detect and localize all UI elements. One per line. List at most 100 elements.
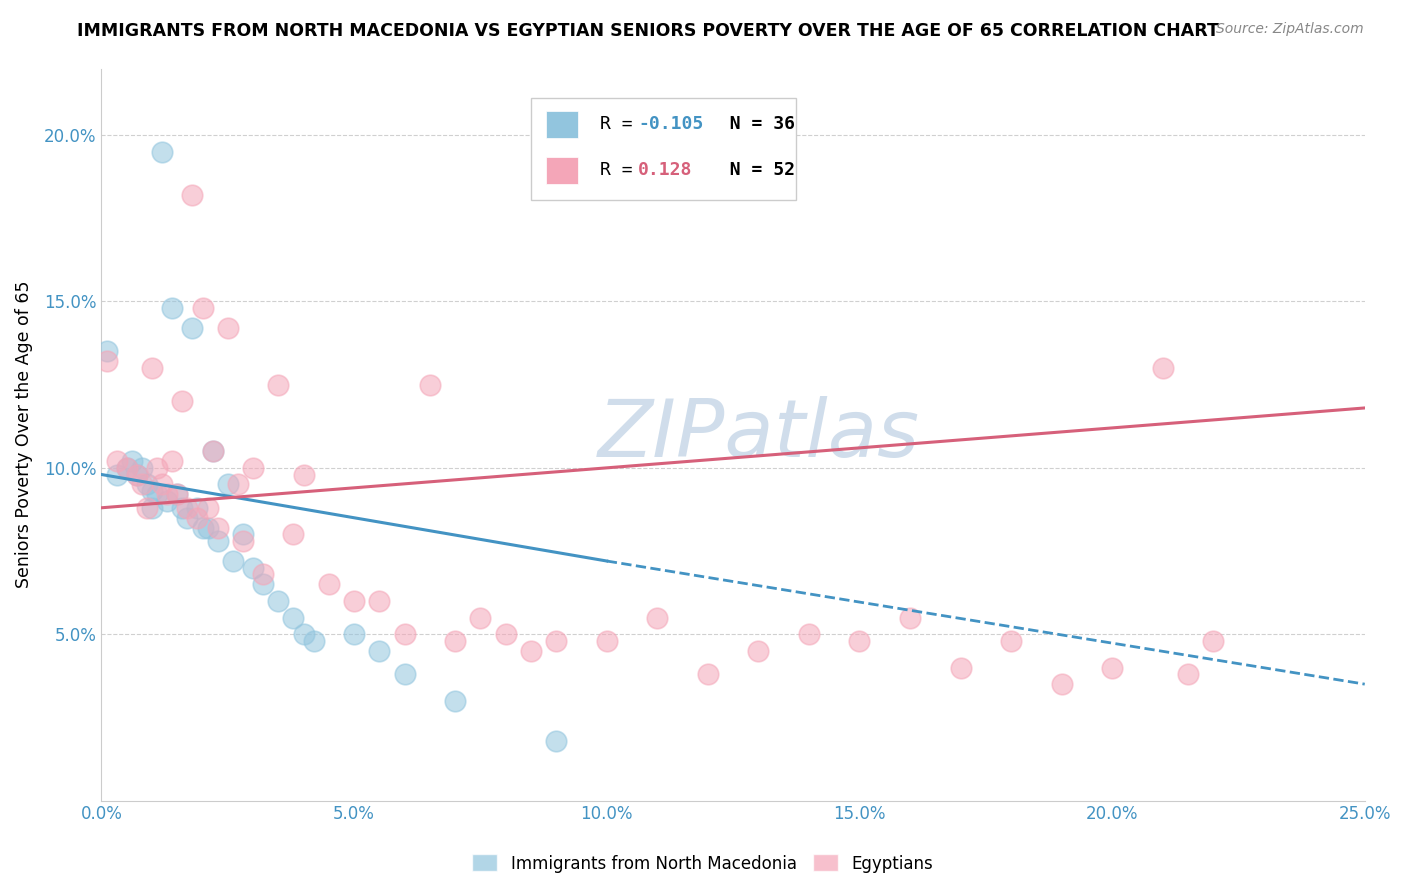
Point: [181, 321, 204, 335]
Point: [217, 321, 239, 335]
Point: [160, 454, 183, 468]
Point: [596, 633, 619, 648]
Point: [156, 487, 179, 501]
Point: [96, 354, 118, 368]
Y-axis label: Seniors Poverty Over the Age of 65: Seniors Poverty Over the Age of 65: [15, 281, 32, 589]
Point: [444, 694, 467, 708]
Point: [96, 344, 118, 359]
Point: [141, 500, 163, 515]
Point: [226, 477, 249, 491]
Point: [191, 521, 214, 535]
Point: [186, 510, 208, 524]
Point: [186, 500, 208, 515]
Point: [444, 633, 467, 648]
Point: [141, 361, 163, 376]
Text: IMMIGRANTS FROM NORTH MACEDONIA VS EGYPTIAN SENIORS POVERTY OVER THE AGE OF 65 C: IMMIGRANTS FROM NORTH MACEDONIA VS EGYPT…: [77, 22, 1219, 40]
Point: [150, 477, 173, 491]
Point: [217, 477, 239, 491]
Point: [207, 534, 229, 549]
Point: [197, 500, 219, 515]
Point: [125, 467, 148, 482]
Point: [146, 460, 169, 475]
Point: [166, 487, 188, 501]
Point: [201, 444, 224, 458]
Bar: [546, 111, 578, 138]
Point: [136, 500, 159, 515]
Point: [1177, 667, 1199, 681]
Point: [1050, 677, 1073, 691]
Bar: [531, 98, 796, 201]
Point: [201, 444, 224, 458]
Legend: Immigrants from North Macedonia, Egyptians: Immigrants from North Macedonia, Egyptia…: [465, 847, 941, 880]
Point: [267, 377, 290, 392]
Point: [252, 577, 274, 591]
Point: [242, 560, 264, 574]
Text: R =: R =: [600, 115, 644, 133]
Text: Source: ZipAtlas.com: Source: ZipAtlas.com: [1216, 22, 1364, 37]
Point: [318, 577, 340, 591]
Point: [141, 484, 163, 499]
Text: N = 52: N = 52: [707, 161, 794, 179]
Point: [1152, 361, 1174, 376]
Point: [222, 554, 245, 568]
Point: [105, 467, 128, 482]
Point: [150, 145, 173, 159]
Point: [696, 667, 718, 681]
Point: [121, 454, 143, 468]
Point: [1202, 633, 1225, 648]
Bar: [546, 157, 578, 184]
Point: [232, 527, 254, 541]
Point: [546, 733, 568, 747]
Point: [242, 460, 264, 475]
Text: -0.105: -0.105: [638, 115, 703, 133]
Point: [647, 610, 669, 624]
Point: [1101, 660, 1123, 674]
Point: [232, 534, 254, 549]
Point: [283, 610, 305, 624]
Text: 0.128: 0.128: [638, 161, 693, 179]
Point: [419, 377, 441, 392]
Point: [495, 627, 517, 641]
Point: [176, 510, 198, 524]
Point: [172, 500, 194, 515]
Point: [949, 660, 972, 674]
Point: [146, 487, 169, 501]
Point: [368, 644, 391, 658]
Point: [546, 633, 568, 648]
Point: [156, 494, 179, 508]
Point: [131, 460, 153, 475]
Text: N = 36: N = 36: [707, 115, 794, 133]
Point: [394, 667, 416, 681]
Point: [181, 188, 204, 202]
Point: [343, 627, 366, 641]
Point: [797, 627, 820, 641]
Point: [1000, 633, 1022, 648]
Point: [197, 521, 219, 535]
Point: [267, 594, 290, 608]
Point: [747, 644, 769, 658]
Point: [252, 567, 274, 582]
Point: [302, 633, 325, 648]
Point: [343, 594, 366, 608]
Point: [520, 644, 543, 658]
Point: [136, 477, 159, 491]
Point: [172, 394, 194, 409]
Point: [125, 467, 148, 482]
Point: [283, 527, 305, 541]
Point: [105, 454, 128, 468]
Text: ZIPatlas: ZIPatlas: [598, 395, 920, 474]
Text: R =: R =: [600, 161, 644, 179]
Point: [394, 627, 416, 641]
Point: [115, 460, 138, 475]
Point: [191, 301, 214, 315]
Point: [368, 594, 391, 608]
Point: [292, 627, 315, 641]
Point: [176, 500, 198, 515]
Point: [115, 460, 138, 475]
Point: [131, 477, 153, 491]
Point: [470, 610, 492, 624]
Point: [848, 633, 870, 648]
Point: [166, 487, 188, 501]
Point: [292, 467, 315, 482]
Point: [160, 301, 183, 315]
